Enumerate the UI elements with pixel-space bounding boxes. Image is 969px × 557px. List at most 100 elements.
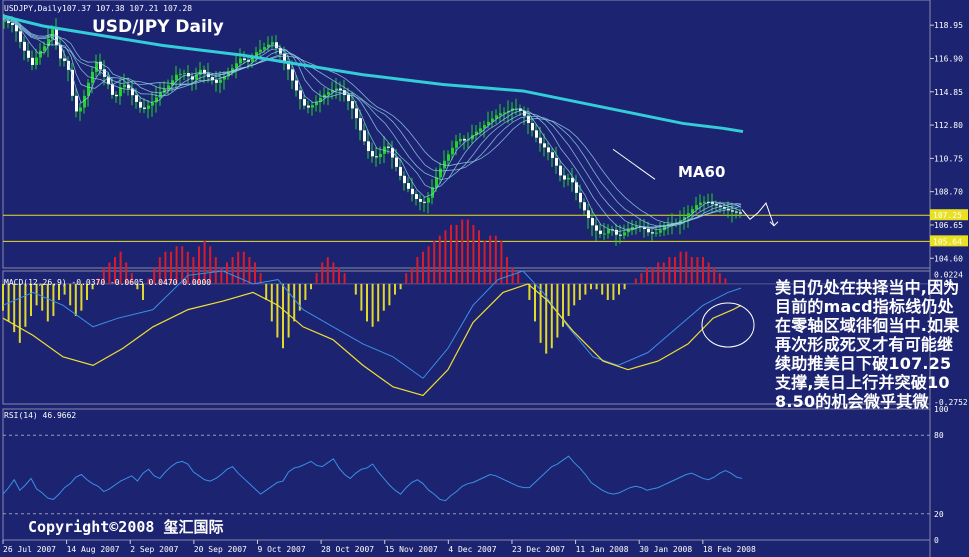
rsi-line [2, 455, 743, 502]
candle-body [363, 130, 366, 142]
candle-body [215, 80, 218, 83]
x-tick-label: 26 Jul 2007 [3, 545, 56, 554]
candle-body [659, 230, 662, 233]
candle-body [627, 229, 630, 233]
candle-body [459, 138, 462, 142]
candle-body [299, 90, 302, 100]
support-lines [3, 214, 930, 242]
candle-body [387, 146, 390, 148]
candle-body [287, 61, 290, 70]
candle-body [551, 152, 554, 158]
candle-body [531, 123, 534, 131]
candle-body [39, 50, 42, 58]
projection-line [741, 202, 775, 226]
candle-body [263, 47, 266, 50]
macd-line [2, 270, 742, 379]
candle-body [71, 69, 74, 96]
candle-body [27, 50, 30, 58]
rsi-header: RSI(14) 46.9662 [4, 411, 76, 420]
candle-body [395, 157, 398, 167]
candle-body [479, 128, 482, 132]
macd-highlight-circle [701, 302, 755, 348]
candle-body [307, 105, 310, 108]
candle-body [167, 85, 170, 89]
candle-body [587, 210, 590, 219]
candle-body [43, 46, 46, 51]
price-highlight-label: 107.25 [933, 211, 962, 220]
candle-body [115, 94, 118, 97]
projection-arrowhead [769, 221, 779, 227]
candle-body [223, 76, 226, 80]
candle-body [103, 69, 106, 77]
candle-body [327, 92, 330, 95]
x-tick-label: 23 Dec 2007 [512, 545, 565, 554]
ma60-pointer [612, 148, 656, 180]
candle-body [23, 41, 26, 51]
candle-body [403, 175, 406, 184]
candle-body [243, 58, 246, 61]
ma60-label: MA60 [678, 163, 725, 181]
candle-body [431, 187, 434, 198]
candle-body [7, 21, 10, 24]
candle-body [503, 112, 506, 114]
candle-body [63, 58, 66, 61]
candle-body [419, 198, 422, 202]
candle-body [123, 84, 126, 88]
candle-body [47, 38, 50, 47]
x-tick-label: 18 Feb 2008 [703, 545, 756, 554]
candle-body [291, 69, 294, 81]
candle-body [567, 177, 570, 180]
ohlc-label: 107.37 107.38 107.21 107.28 [62, 4, 192, 13]
candle-body [211, 77, 214, 81]
candle-body [411, 188, 414, 195]
candle-body [235, 63, 238, 69]
axis-labels: 118.95 116.90 114.85 112.80 110.75 108.70 106.… [2, 21, 968, 554]
candle-body [319, 97, 322, 102]
candle-body [127, 84, 130, 89]
candle-body [427, 197, 430, 203]
candle-body [15, 25, 18, 32]
candle-body [143, 107, 146, 109]
candle-body [563, 175, 566, 180]
price-tick-label: 112.80 [934, 121, 963, 130]
candle-body [247, 60, 250, 62]
candle-body [371, 151, 374, 157]
candle-body [543, 143, 546, 148]
candle-body [603, 233, 606, 235]
candle-body [379, 153, 382, 158]
candle-body [35, 57, 38, 65]
candle-body [3, 21, 6, 23]
price-tick-label: 104.60 [934, 254, 963, 263]
candle-body [95, 61, 98, 72]
candle-body [655, 232, 658, 234]
candle-body [699, 202, 702, 206]
candle-body [575, 182, 578, 193]
candle-body [171, 80, 174, 86]
candle-body [463, 138, 466, 141]
candle-body [615, 229, 618, 235]
candle-body [159, 92, 162, 98]
candle-body [91, 71, 94, 83]
candle-body [471, 135, 474, 140]
candle-body [135, 95, 138, 102]
candle-body [643, 226, 646, 230]
candle-body [547, 147, 550, 153]
candle-body [439, 168, 442, 178]
candle-body [579, 192, 582, 203]
candle-body [203, 69, 206, 74]
candle-body [111, 84, 114, 95]
x-tick-label: 15 Nov 2007 [385, 545, 438, 554]
candle-body [19, 31, 22, 42]
ma-line [2, 16, 742, 228]
rsi-tick-label: 80 [934, 431, 944, 440]
candle-body [555, 157, 558, 166]
candle-body [711, 202, 714, 204]
candle-body [715, 203, 718, 206]
candle-body [703, 201, 706, 203]
candle-body [483, 125, 486, 129]
candle-body [347, 95, 350, 102]
candle-body [335, 88, 338, 91]
candle-body [647, 229, 650, 233]
candle-body [331, 90, 334, 93]
candle-body [539, 137, 542, 144]
